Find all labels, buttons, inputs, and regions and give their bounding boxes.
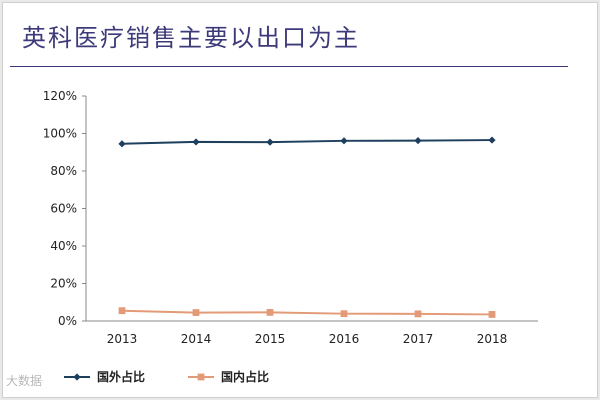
- x-tick-label: 2017: [403, 332, 434, 346]
- x-tick-label: 2016: [329, 332, 360, 346]
- x-tick-labels: 2013 2014 2015 2016 2017 2018: [107, 332, 508, 346]
- series-layer: [118, 136, 496, 318]
- x-tick-label: 2015: [255, 332, 286, 346]
- data-point: [73, 373, 81, 381]
- data-point: [266, 308, 274, 316]
- series-domestic-share: [118, 307, 496, 318]
- data-point: [488, 311, 496, 318]
- data-point: [414, 310, 422, 318]
- data-point: [340, 310, 348, 318]
- series-foreign-share: [118, 136, 496, 148]
- data-point: [197, 373, 205, 381]
- data-point: [488, 136, 496, 144]
- data-point: [414, 137, 422, 145]
- x-tick-label: 2018: [477, 332, 508, 346]
- y-tick-label: 40%: [50, 239, 77, 253]
- watermark: 大数据: [6, 374, 43, 388]
- y-tick-labels: 0% 20% 40% 60% 80% 100% 120%: [43, 89, 86, 328]
- x-tick-label: 2014: [181, 332, 212, 346]
- legend: 国外占比 国内占比: [64, 369, 269, 384]
- data-point: [192, 309, 200, 316]
- y-tick-label: 60%: [50, 202, 77, 216]
- chart-title: 英科医疗销售主要以出口为主: [22, 24, 360, 52]
- title-divider: [10, 66, 568, 67]
- data-point: [340, 137, 348, 145]
- legend-label: 国内占比: [221, 369, 269, 384]
- y-tick-label: 120%: [43, 89, 77, 103]
- y-tick-label: 0%: [58, 314, 77, 328]
- data-point: [266, 138, 274, 146]
- legend-label: 国外占比: [97, 369, 145, 384]
- x-tick-label: 2013: [107, 332, 138, 346]
- axes: [85, 96, 538, 322]
- data-point: [192, 138, 200, 146]
- series-line: [121, 309, 493, 316]
- y-tick-label: 80%: [50, 164, 77, 178]
- series-line: [121, 139, 493, 145]
- data-point: [118, 307, 126, 315]
- data-point: [118, 140, 126, 148]
- y-tick-label: 20%: [50, 277, 77, 291]
- legend-item: 国内占比: [188, 369, 269, 384]
- y-tick-label: 100%: [43, 127, 77, 141]
- legend-item: 国外占比: [64, 369, 145, 384]
